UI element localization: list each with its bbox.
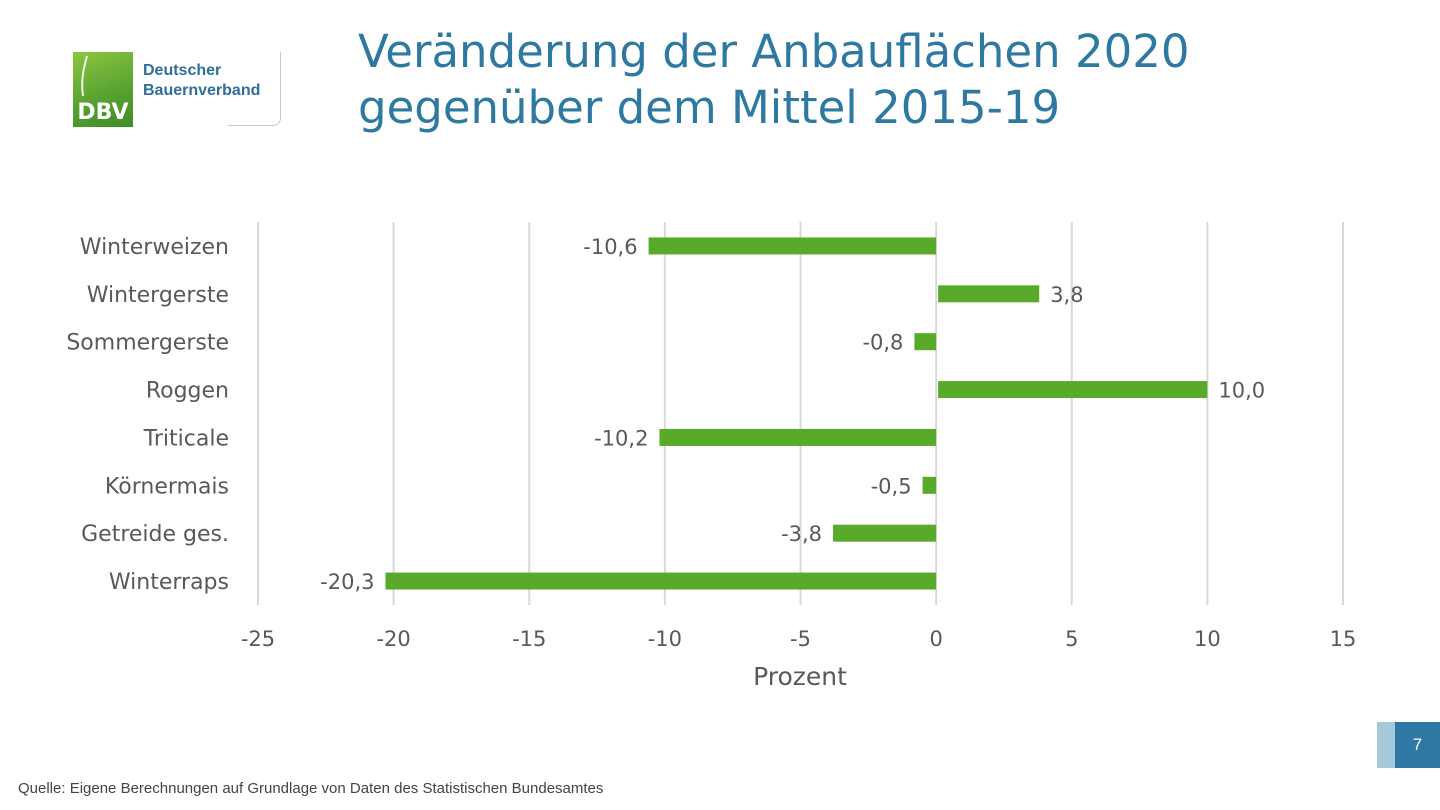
data-label: -0,5 [871,474,912,498]
logo-frame [228,52,281,126]
category-labels: Winterweizen Wintergerste Sommergerste Rogg… [66,235,229,595]
bar [659,428,937,446]
x-tick-label: 10 [1194,627,1221,651]
x-tick-label: -25 [241,627,275,651]
data-label: -3,8 [781,522,822,546]
x-tick-label: 15 [1330,627,1357,651]
category-label: Sommergerste [66,331,229,356]
dbv-logo: DBV Deutscher Bauernverband [73,52,283,128]
x-tick-label: -10 [648,627,682,651]
category-label: Getreide ges. [81,522,229,547]
category-label: Winterraps [109,570,229,595]
bar [648,237,937,255]
logo-name-line2: Bauernverband [143,82,261,99]
data-labels: -10,6 3,8 -0,8 10,0 -10,2 -0,5 -3,8 -20,3 [320,235,1265,594]
x-tick-labels: -25 -20 -15 -10 -5 0 5 10 15 [241,627,1357,651]
bar [385,572,937,590]
bar-chart: -10,6 3,8 -0,8 10,0 -10,2 -0,5 -3,8 -20,3 Winte… [66,222,1357,691]
x-tick-label: -15 [512,627,546,651]
page-marker [1377,722,1395,768]
x-tick-label: 5 [1065,627,1078,651]
data-label: -0,8 [862,331,903,355]
grid-lines [257,222,1344,605]
data-label: 10,0 [1218,379,1265,403]
data-label: -10,2 [594,426,648,450]
x-tick-label: -5 [790,627,811,651]
bars [385,237,1208,590]
data-label: -10,6 [583,235,637,259]
logo-swoosh-icon [81,55,88,97]
bar [938,285,1040,303]
category-label: Körnermais [105,474,229,499]
category-label: Triticale [143,426,229,451]
data-label: -20,3 [320,570,374,594]
bar [833,524,937,542]
data-label: 3,8 [1050,283,1083,307]
category-label: Wintergerste [87,283,229,308]
x-axis-title: Prozent [753,662,847,691]
x-tick-label: -20 [376,627,410,651]
category-label: Winterweizen [80,235,229,260]
logo-mark: DBV [73,52,133,127]
source-note: Quelle: Eigene Berechnungen auf Grundlag… [18,780,604,797]
page-number: 7 [1395,722,1440,768]
logo-name-line1: Deutscher [143,62,222,79]
slide-title: Veränderung der Anbauflächen 2020 gegenü… [358,25,1190,134]
x-tick-label: 0 [929,627,942,651]
bar [938,381,1208,399]
bar [922,476,937,494]
category-label: Roggen [146,379,229,404]
bar [914,333,937,351]
logo-abbreviation: DBV [77,100,129,125]
